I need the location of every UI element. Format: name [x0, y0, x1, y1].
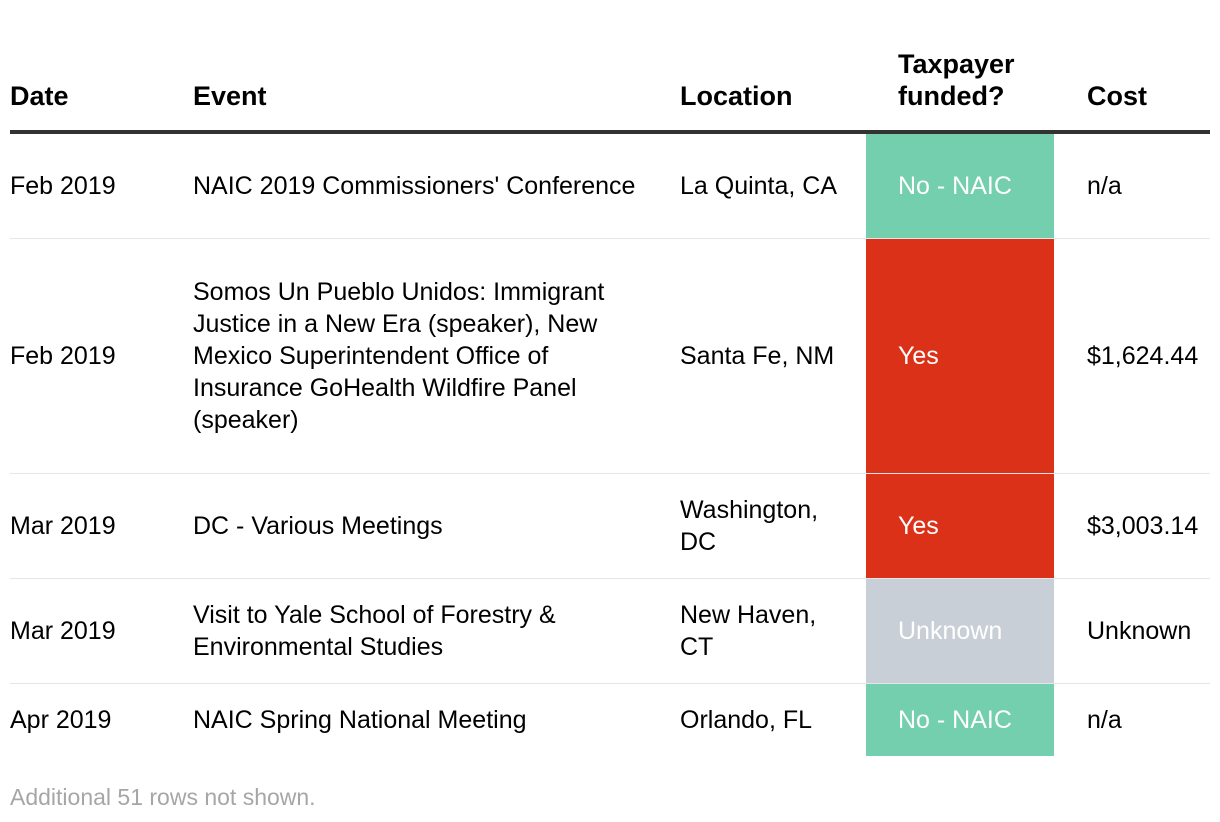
cell-event: NAIC 2019 Commissioners' Conference — [193, 132, 680, 239]
cell-location: Washington, DC — [680, 473, 866, 579]
cell-taxpayer-funded: No - NAIC — [866, 683, 1054, 756]
cell-location: Orlando, FL — [680, 706, 813, 734]
cell-location: La Quinta, CA — [680, 132, 866, 239]
header-taxpayer-funded-label: Taxpayer funded? — [898, 49, 1015, 111]
table-row: Mar 2019 Visit to Yale School of Forestr… — [10, 578, 1210, 684]
cell-cost: n/a — [1054, 132, 1210, 239]
header-row: Date Event Location Taxpayer funded? Cos… — [10, 48, 1210, 134]
header-date: Date — [10, 48, 193, 134]
cell-cost: $1,624.44 — [1054, 238, 1210, 474]
cell-cost: $3,003.14 — [1054, 473, 1210, 579]
table-header: Date Event Location Taxpayer funded? Cos… — [10, 48, 1210, 134]
header-taxpayer-funded: Taxpayer funded? — [866, 48, 1054, 134]
cell-taxpayer-funded: Yes — [866, 238, 1054, 474]
table-row: Feb 2019 NAIC 2019 Commissioners' Confer… — [10, 132, 1210, 239]
cell-event: Visit to Yale School of Forestry & Envir… — [193, 578, 680, 684]
cell-taxpayer-funded: Yes — [866, 473, 1054, 579]
header-cost: Cost — [1054, 48, 1210, 134]
rows-not-shown-note: Additional 51 rows not shown. — [10, 784, 316, 810]
cell-taxpayer-funded: No - NAIC — [866, 132, 1054, 239]
cell-date: Apr 2019 — [10, 706, 112, 734]
table-body: Feb 2019 NAIC 2019 Commissioners' Confer… — [10, 132, 1210, 756]
cell-event: NAIC Spring National Meeting — [193, 706, 527, 734]
cell-cost: n/a — [1087, 706, 1122, 734]
cell-event: DC - Various Meetings — [193, 473, 680, 579]
table-row: Apr 2019 NAIC Spring National Meeting Or… — [10, 683, 1210, 756]
cell-cost: Unknown — [1054, 578, 1210, 684]
cell-date: Mar 2019 — [10, 578, 193, 684]
header-event: Event — [193, 48, 680, 134]
cell-date: Feb 2019 — [10, 238, 193, 474]
cell-date: Feb 2019 — [10, 132, 193, 239]
table-row: Feb 2019 Somos Un Pueblo Unidos: Immigra… — [10, 238, 1210, 474]
events-table-container: Date Event Location Taxpayer funded? Cos… — [10, 48, 1210, 756]
cell-date: Mar 2019 — [10, 473, 193, 579]
cell-location: Santa Fe, NM — [680, 238, 866, 474]
cell-event: Somos Un Pueblo Unidos: Immigrant Justic… — [193, 238, 680, 474]
header-location: Location — [680, 48, 866, 134]
cell-taxpayer-funded: Unknown — [866, 578, 1054, 684]
events-table: Date Event Location Taxpayer funded? Cos… — [10, 48, 1210, 756]
table-row: Mar 2019 DC - Various Meetings Washingto… — [10, 473, 1210, 579]
cell-location: New Haven, CT — [680, 578, 866, 684]
